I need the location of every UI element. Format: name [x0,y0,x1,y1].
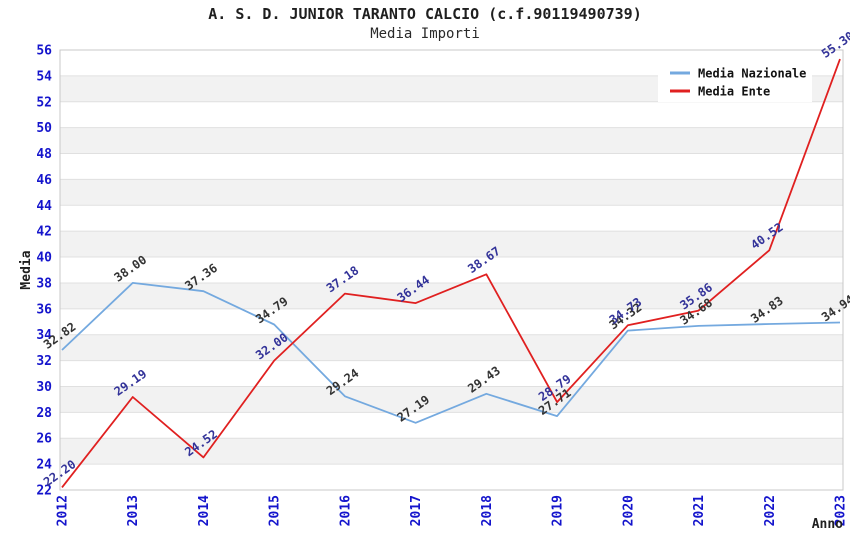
x-axis-tick-label: 2014 [197,495,212,526]
x-axis-tick-label: 2019 [551,495,566,526]
y-axis-tick-label: 34 [36,328,52,343]
x-axis-tick-label: 2023 [834,495,849,526]
y-axis-tick-label: 48 [36,147,52,162]
plot-band [60,334,843,361]
x-axis-tick-label: 2012 [56,495,71,526]
x-axis-tick-label: 2018 [480,495,495,526]
y-axis-tick-label: 22 [36,484,52,499]
x-axis-tick-label: 2021 [692,495,707,526]
y-axis-tick-label: 40 [36,251,52,266]
x-axis-tick-label: 2016 [338,495,353,526]
y-axis-tick-label: 24 [36,458,52,473]
y-axis-tick-label: 28 [36,406,52,421]
x-axis-tick-label: 2020 [621,495,636,526]
y-axis-tick-label: 56 [36,44,52,59]
y-axis-tick-label: 46 [36,173,52,188]
x-axis-title: Anno [812,517,843,532]
plot-band [60,282,843,309]
y-axis-tick-label: 44 [36,199,52,214]
y-axis-tick-label: 38 [36,276,52,291]
x-axis-tick-label: 2017 [409,495,424,526]
x-axis-tick-label: 2015 [268,495,283,526]
legend-label: Media Ente [698,85,770,99]
series-line [61,58,841,488]
x-axis-tick-label: 2013 [126,495,141,526]
chart-subtitle: Media Importi [370,26,480,42]
data-point-label: 55.30 [819,29,850,61]
series-line [61,281,841,424]
y-axis-title: Media [19,250,34,289]
y-axis-tick-label: 30 [36,380,52,395]
y-axis-tick-label: 36 [36,302,52,317]
chart-title: A. S. D. JUNIOR TARANTO CALCIO (c.f.9011… [208,5,642,23]
y-axis-tick-label: 42 [36,225,52,240]
plot-band [60,127,843,154]
y-axis-tick-label: 32 [36,354,52,369]
x-axis-tick-label: 2022 [763,495,778,526]
y-axis-tick-label: 26 [36,432,52,447]
y-axis-tick-label: 54 [36,69,52,84]
legend-box [658,54,812,102]
plot-band [60,438,843,465]
y-axis-tick-label: 50 [36,121,52,136]
legend-label: Media Nazionale [698,67,806,81]
plot-border [59,49,844,491]
y-axis-tick-label: 52 [36,95,52,110]
plot-band [60,231,843,258]
plot-band [60,179,843,206]
